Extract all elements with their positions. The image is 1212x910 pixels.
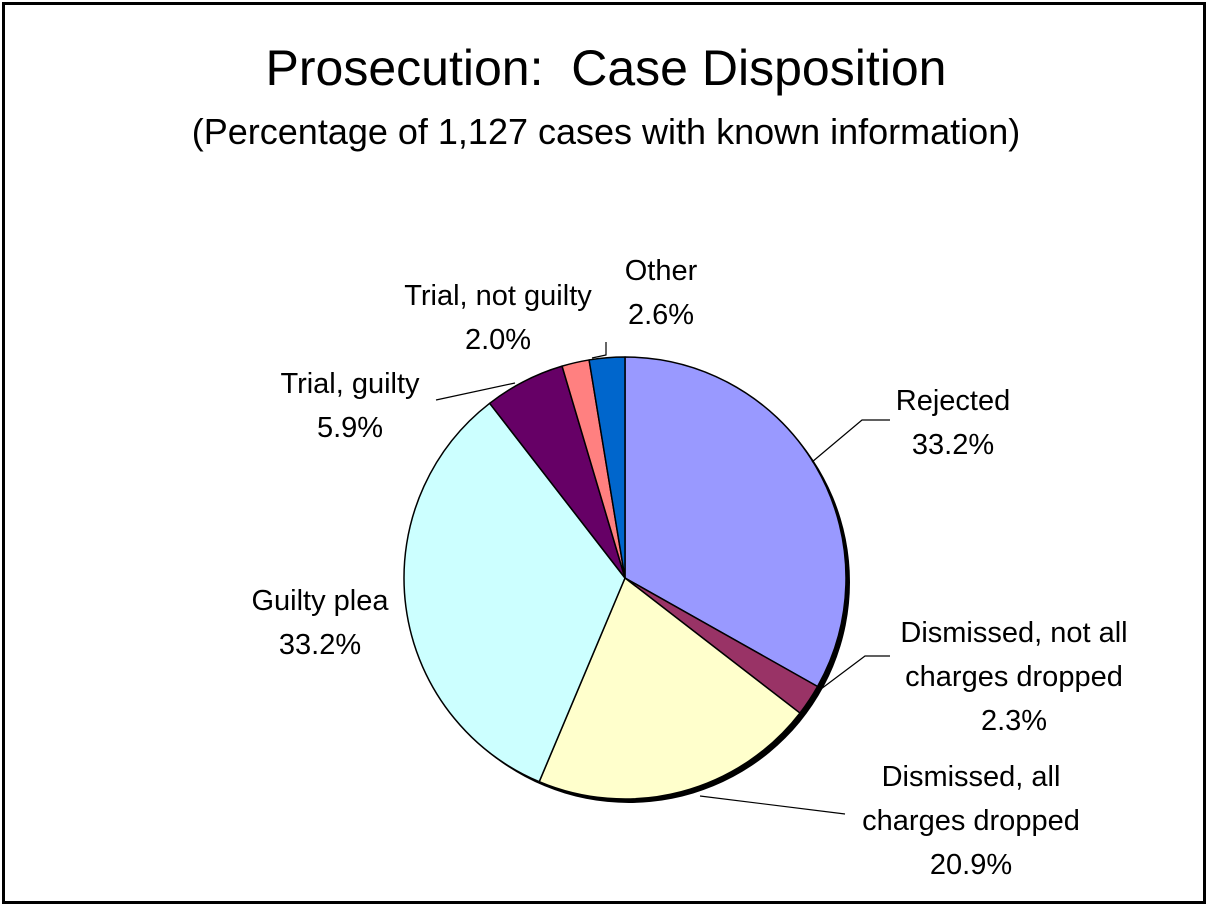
- slice-label-dismissed-not-all-charges-dropped: Dismissed, not all charges dropped 2.3%: [900, 617, 1127, 737]
- leader-lines: [435, 342, 890, 815]
- slice-label-line: Rejected: [896, 385, 1010, 417]
- chart-title: Prosecution: Case Disposition: [265, 40, 947, 96]
- slice-label-line: 5.9%: [317, 412, 383, 444]
- slice-label-trial-guilty: Trial, guilty 5.9%: [280, 368, 420, 444]
- slice-label-line: Trial, guilty: [280, 368, 420, 400]
- leader-line-other: [591, 342, 607, 359]
- leader-line-trial-guilty: [435, 382, 516, 401]
- chart-subtitle: (Percentage of 1,127 cases with known in…: [191, 111, 1021, 152]
- slice-label-dismissed-all-charges-dropped: Dismissed, all charges dropped 20.9%: [862, 761, 1080, 881]
- slice-labels: Rejected 33.2% Dismissed, not all charges d…: [251, 255, 1127, 881]
- slice-label-line: Other: [625, 255, 698, 287]
- pie-slice-guilty-plea: [403, 402, 626, 783]
- slice-label-line: 2.3%: [981, 705, 1047, 737]
- pie-slice-rejected: [624, 356, 847, 688]
- slice-label-line: 20.9%: [930, 849, 1012, 881]
- pie-slice-dismissed-all-charges-dropped: [538, 577, 801, 800]
- slice-label-line: 33.2%: [912, 429, 994, 461]
- slice-label-line: 2.0%: [465, 324, 531, 356]
- slice-label-line: charges dropped: [862, 805, 1080, 837]
- slice-label-rejected: Rejected 33.2%: [896, 385, 1010, 461]
- slice-label-guilty-plea: Guilty plea 33.2%: [251, 585, 389, 661]
- slice-label-line: Guilty plea: [251, 585, 389, 617]
- slice-label-line: 33.2%: [279, 629, 361, 661]
- slice-label-line: Trial, not guilty: [404, 280, 592, 312]
- slice-label-line: Dismissed, all: [882, 761, 1061, 793]
- slice-label-line: charges dropped: [905, 661, 1123, 693]
- leader-line-dismissed-all-charges-dropped: [699, 795, 846, 815]
- leader-line-dismissed-not-all-charges-dropped: [816, 655, 890, 693]
- slice-label-trial-not-guilty: Trial, not guilty 2.0%: [404, 280, 592, 356]
- slice-label-line: 2.6%: [628, 299, 694, 331]
- leader-line-rejected: [811, 419, 890, 463]
- pie-slices: [403, 356, 847, 800]
- slice-label-line: Dismissed, not all: [900, 617, 1127, 649]
- pie-slice-other: [588, 356, 626, 579]
- slice-label-other: Other 2.6%: [625, 255, 698, 331]
